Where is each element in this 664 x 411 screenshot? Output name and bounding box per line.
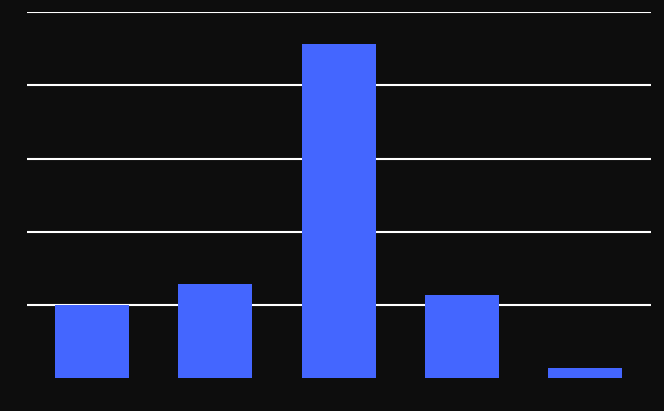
Bar	[178, 284, 252, 378]
Bar	[55, 305, 129, 378]
Bar	[548, 368, 622, 378]
Bar	[301, 44, 376, 378]
Bar	[425, 295, 499, 378]
